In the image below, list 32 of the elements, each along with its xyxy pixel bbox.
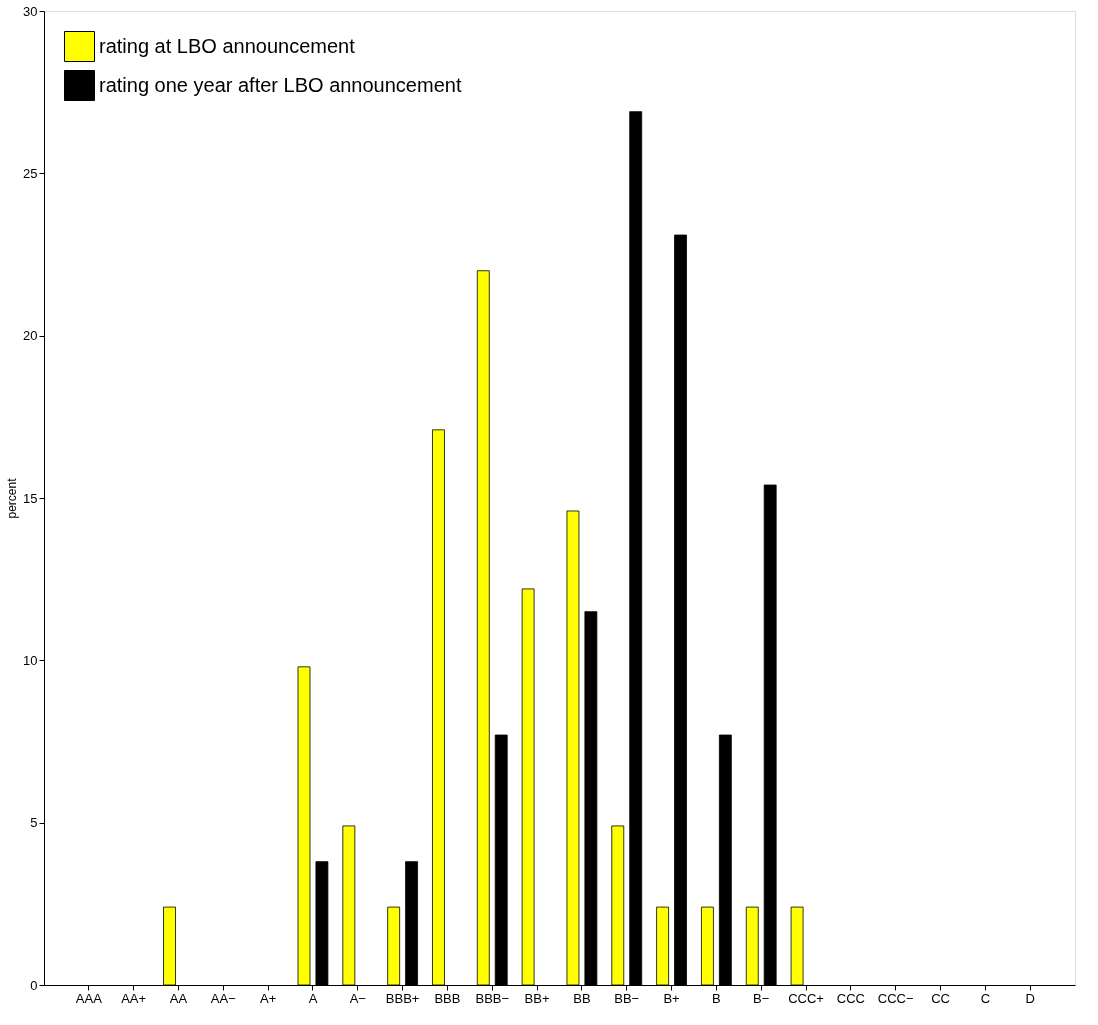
x-tick-label: BBB (434, 990, 461, 1006)
y-tick-label: 0 (30, 977, 38, 993)
y-tick-label: 20 (23, 328, 38, 344)
y-tick-label: 25 (23, 165, 38, 181)
x-tick-label: AA (169, 990, 188, 1006)
x-tick-label: C (980, 990, 991, 1006)
x-tick-label: B− (753, 990, 770, 1006)
y-tick-label: 15 (23, 490, 38, 506)
x-tick-label: A− (349, 990, 366, 1006)
x-tick-label: BBB+ (385, 990, 420, 1006)
x-tick-label: CCC− (877, 990, 914, 1006)
legend-label: rating one year after LBO announcement (99, 73, 462, 96)
x-tick-label: AA+ (121, 990, 147, 1006)
x-tick-label: A (308, 990, 318, 1006)
x-tick-label: BB+ (524, 990, 550, 1006)
x-tick-label: CCC+ (788, 990, 824, 1006)
x-tick-label: B (712, 990, 721, 1006)
x-tick-label: CCC (836, 990, 865, 1006)
x-tick-label: B+ (663, 990, 680, 1006)
y-axis-title: percent (5, 477, 20, 519)
x-tick-label: CC (931, 990, 950, 1006)
legend-label: rating at LBO announcement (99, 34, 356, 57)
x-tick-label: BBB− (475, 990, 510, 1006)
y-tick-label: 30 (23, 3, 38, 19)
x-tick-label: AA− (210, 990, 236, 1006)
x-tick-label: AAA (75, 990, 103, 1006)
x-tick-label: A+ (260, 990, 277, 1006)
x-tick-label: D (1025, 990, 1035, 1006)
x-tick-label: BB (573, 990, 591, 1006)
y-tick-label: 5 (30, 815, 38, 831)
y-tick-label: 10 (23, 652, 38, 668)
x-tick-label: BB− (614, 990, 640, 1006)
